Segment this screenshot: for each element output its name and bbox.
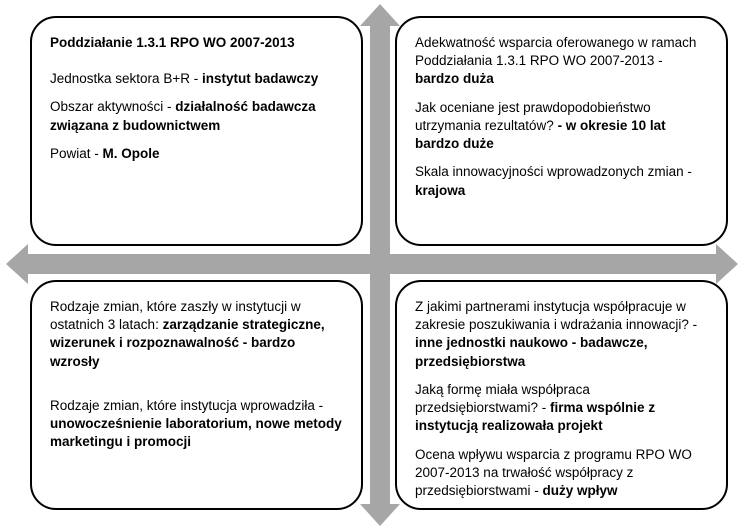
value: instytut badawczy bbox=[202, 71, 318, 86]
value: M. Opole bbox=[103, 146, 160, 161]
info-line: Rodzaje zmian, które zaszły w instytucji… bbox=[50, 298, 343, 371]
value: bardzo duża bbox=[415, 71, 494, 86]
info-line: Obszar aktywności - działalność badawcza… bbox=[50, 98, 343, 134]
value: unowocześnienie laboratorium, nowe metod… bbox=[50, 416, 342, 449]
quadrant-top-right: Adekwatność wsparcia oferowanego w ramac… bbox=[395, 16, 728, 246]
info-line: Ocena wpływu wsparcia z programu RPO WO … bbox=[415, 446, 708, 501]
label: Powiat - bbox=[50, 146, 103, 161]
value: inne jednostki naukowo - badawcze, przed… bbox=[415, 335, 648, 368]
info-line: Jak oceniane jest prawdopodobieństwo utr… bbox=[415, 99, 708, 154]
quadrant-top-left: Poddziałanie 1.3.1 RPO WO 2007-2013 Jedn… bbox=[30, 16, 363, 246]
quadrant-bottom-left: Rodzaje zmian, które zaszły w instytucji… bbox=[30, 280, 363, 510]
info-line: Adekwatność wsparcia oferowanego w ramac… bbox=[415, 34, 708, 89]
label: Rodzaje zmian, które instytucja wprowadz… bbox=[50, 398, 323, 413]
info-line: Jaką formę miała współpraca przedsiębior… bbox=[415, 381, 708, 436]
quadrant-bottom-right: Z jakimi partnerami instytucja współprac… bbox=[395, 280, 728, 510]
info-line: Jednostka sektora B+R - instytut badawcz… bbox=[50, 70, 343, 88]
info-line: Z jakimi partnerami instytucja współprac… bbox=[415, 298, 708, 371]
info-line: Rodzaje zmian, które instytucja wprowadz… bbox=[50, 397, 343, 452]
value: krajowa bbox=[415, 183, 465, 198]
title-text: Poddziałanie 1.3.1 RPO WO 2007-2013 bbox=[50, 34, 343, 52]
label: Jednostka sektora B+R - bbox=[50, 71, 202, 86]
label: Adekwatność wsparcia oferowanego w ramac… bbox=[415, 35, 696, 68]
info-line: Powiat - M. Opole bbox=[50, 145, 343, 163]
info-line: Skala innowacyjności wprowadzonych zmian… bbox=[415, 163, 708, 199]
label: Skala innowacyjności wprowadzonych zmian… bbox=[415, 164, 692, 179]
label: Z jakimi partnerami instytucja współprac… bbox=[415, 299, 697, 332]
value: duży wpływ bbox=[543, 483, 618, 498]
label: Obszar aktywności - bbox=[50, 99, 175, 114]
